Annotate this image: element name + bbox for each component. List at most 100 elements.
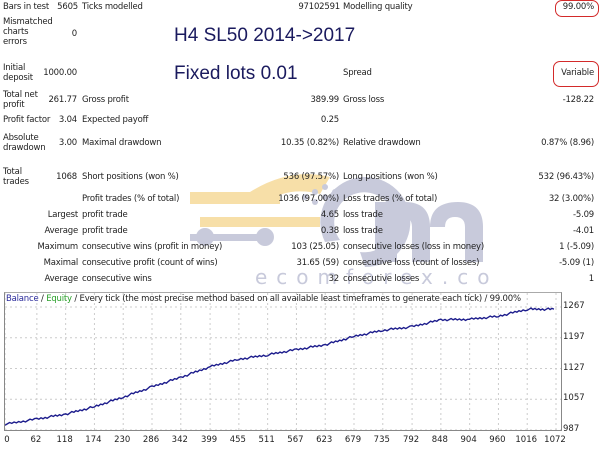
profit-factor-value: 3.04	[58, 115, 77, 125]
legend-balance: Balance	[6, 294, 39, 304]
legend-sep: /	[38, 294, 47, 304]
average-label: Average	[44, 226, 78, 236]
profit-factor-label: Profit factor	[3, 115, 51, 125]
maximal-drawdown-value: 10.35 (0.82%)	[280, 138, 339, 148]
balance-line	[5, 307, 555, 426]
ecomforex-watermark-logo: ecomforex.com	[190, 174, 490, 287]
modelling-quality-highlight	[555, 0, 599, 17]
largest-label: Largest	[47, 210, 78, 220]
mismatched-label-1: Mismatched	[3, 17, 53, 27]
maximum-label: Maximum	[37, 242, 79, 252]
bars-in-test-value: 5605	[57, 2, 78, 12]
y-tick-label: 1127	[563, 362, 585, 373]
maximal-label: Maximal	[43, 258, 79, 268]
largest-loss-value: -5.09	[573, 210, 594, 220]
balance-chart	[4, 292, 562, 431]
maximal-drawdown-label: Maximal drawdown	[82, 138, 162, 148]
y-tick-label: 987	[563, 424, 580, 434]
total-trades-label-2: trades	[3, 177, 29, 187]
overlay-title-timeframe: H4 SL50 2014->2017	[174, 25, 356, 46]
x-tick-label: 399	[200, 435, 218, 445]
gross-profit-label: Gross profit	[82, 95, 129, 105]
x-tick-label: 679	[344, 435, 362, 445]
x-tick-label: 511	[258, 435, 275, 445]
x-tick-label: 174	[85, 435, 102, 445]
average-profit-value: 0.38	[320, 226, 339, 236]
x-tick-label: 342	[171, 435, 188, 445]
overlay-title-lots: Fixed lots 0.01	[174, 63, 298, 84]
avg-consec-losses-value: 1	[588, 274, 594, 284]
max-consec-losses-value: 1 (-5.09)	[559, 242, 594, 252]
maximal-consec-profit-label: consecutive profit (count of wins)	[82, 258, 218, 268]
profit-trades-value: 1036 (97.00%)	[278, 194, 339, 204]
x-tick-label: 792	[402, 435, 420, 445]
avg-consec-losses-label: consecutive losses	[343, 274, 420, 284]
expected-payoff-label: Expected payoff	[82, 115, 149, 125]
max-consec-wins-value: 103 (25.05)	[291, 242, 339, 252]
absolute-drawdown-label-2: drawdown	[3, 143, 46, 153]
ticks-modelled-value: 97102591	[298, 2, 340, 12]
x-tick-label: 230	[114, 435, 131, 445]
x-tick-label: 567	[287, 435, 304, 445]
mismatched-value: 0	[71, 29, 77, 39]
x-tick-label: 286	[142, 435, 160, 445]
expected-payoff-value: 0.25	[320, 115, 339, 125]
average-consec-label: Average	[44, 274, 78, 284]
profit-trades-label: Profit trades (% of total)	[82, 194, 180, 204]
x-tick-label: 623	[316, 435, 333, 445]
loss-trades-value: 32 (3.00%)	[548, 194, 594, 204]
absolute-drawdown-value: 3.00	[58, 138, 77, 148]
modelling-quality-label: Modelling quality	[343, 2, 413, 12]
loss-trades-label: Loss trades (% of total)	[343, 194, 438, 204]
total-trades-value: 1068	[56, 172, 77, 182]
largest-loss-label: loss trade	[343, 210, 383, 220]
legend-equity: Equity	[46, 294, 72, 304]
absolute-drawdown-label-1: Absolute	[3, 133, 39, 143]
mismatched-label-2: charts	[3, 27, 29, 37]
y-tick-label: 1197	[563, 331, 585, 342]
x-tick-label: 455	[229, 435, 246, 445]
relative-drawdown-value: 0.87% (8.96)	[541, 138, 594, 148]
max-consec-losses-label: consecutive losses (loss in money)	[343, 242, 484, 252]
x-tick-label: 1016	[515, 435, 538, 445]
spread-highlight	[553, 61, 599, 87]
mismatched-label-3: errors	[3, 37, 27, 47]
spread-label: Spread	[343, 68, 372, 78]
x-tick-label: 904	[460, 435, 477, 445]
y-tick-label: 1267	[563, 301, 585, 311]
total-net-profit-label-1: Total net	[3, 90, 38, 100]
total-net-profit-value: 261.77	[48, 95, 77, 105]
gross-profit-value: 389.99	[310, 95, 339, 105]
balance-chart-plot	[5, 293, 561, 430]
average-profit-label: profit trade	[82, 226, 128, 236]
short-positions-label: Short positions (won %)	[82, 172, 179, 182]
spread-value: Variable	[561, 68, 594, 78]
total-net-profit-label-2: profit	[3, 100, 25, 110]
chart-legend: Balance / Equity / Every tick (the most …	[6, 294, 521, 304]
relative-drawdown-label: Relative drawdown	[343, 138, 421, 148]
average-loss-label: loss trade	[343, 226, 383, 236]
initial-deposit-value: 1000.00	[43, 68, 77, 78]
x-tick-label: 1072	[544, 435, 566, 445]
initial-deposit-label-1: Initial	[3, 63, 26, 73]
long-positions-label: Long positions (won %)	[343, 172, 438, 182]
x-tick-label: 848	[431, 435, 448, 445]
average-loss-value: -4.01	[573, 226, 594, 236]
x-tick-label: 0	[4, 435, 10, 445]
gross-loss-value: -128.22	[562, 95, 595, 105]
maximal-consec-loss-value: -5.09 (1)	[559, 258, 594, 268]
ticks-modelled-label: Ticks modelled	[82, 2, 143, 12]
maximal-consec-loss-label: consecutive loss (count of losses)	[343, 258, 480, 268]
bars-in-test-label: Bars in test	[3, 2, 50, 12]
modelling-quality-value: 99.00%	[562, 2, 594, 12]
x-tick-label: 62	[30, 435, 42, 445]
max-consec-wins-label: consecutive wins (profit in money)	[82, 242, 223, 252]
gross-loss-label: Gross loss	[343, 95, 385, 105]
long-positions-value: 532 (96.43%)	[538, 172, 594, 182]
x-tick-label: 118	[56, 435, 73, 445]
avg-consec-wins-value: 32	[328, 274, 340, 284]
x-tick-label: 960	[489, 435, 506, 445]
legend-description: / Every tick (the most precise method ba…	[71, 294, 521, 304]
x-tick-label: 735	[373, 435, 390, 445]
initial-deposit-label-2: deposit	[3, 73, 33, 83]
